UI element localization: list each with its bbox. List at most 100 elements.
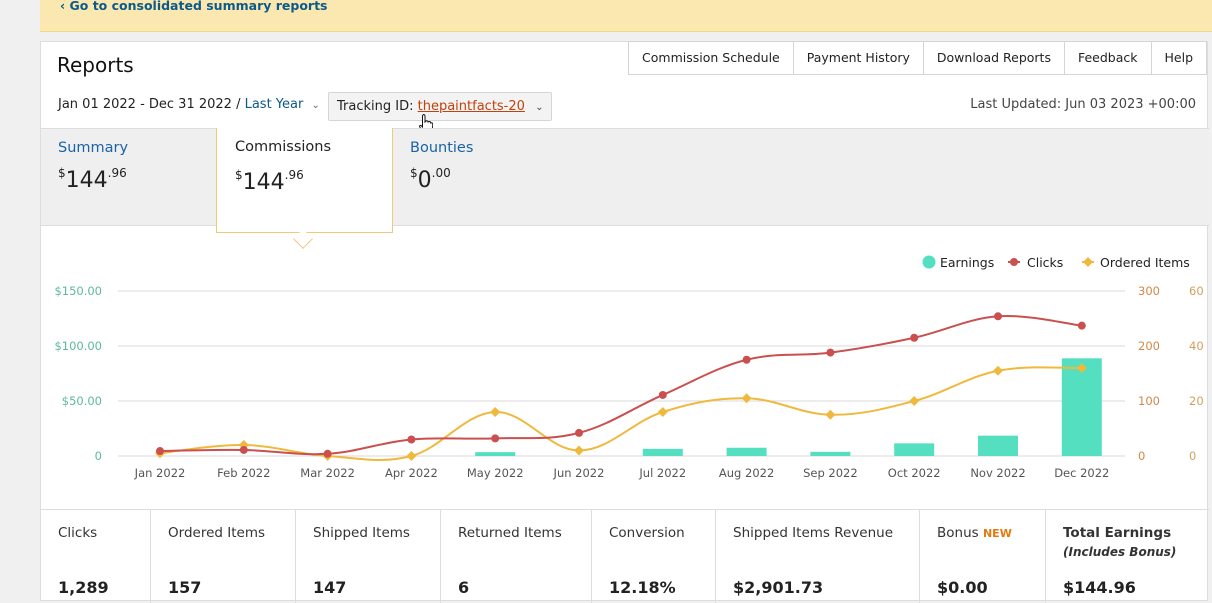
summary-value: $144.96 bbox=[58, 166, 128, 193]
bonus-label: Bonus bbox=[937, 525, 979, 541]
bounties-value: $0.00 bbox=[410, 166, 473, 193]
legend-clicks-label: Clicks bbox=[1027, 255, 1063, 270]
x-tick-label: Aug 2022 bbox=[719, 466, 774, 480]
x-tick-label: Oct 2022 bbox=[888, 466, 941, 480]
stat-bonus: Bonus NEW $0.00 bbox=[920, 510, 1046, 603]
ordered-items-line bbox=[159, 366, 1082, 461]
stat-value: 147 bbox=[313, 578, 347, 597]
ordered-items-point bbox=[657, 407, 668, 417]
stats-row: Clicks 1,289 Ordered Items 157 Shipped I… bbox=[41, 509, 1209, 603]
value-cents: .96 bbox=[107, 166, 127, 180]
tab-commission-schedule[interactable]: Commission Schedule bbox=[628, 41, 793, 75]
last-updated: Last Updated: Jun 03 2023 +00:00 bbox=[970, 97, 1196, 112]
legend-items-label: Ordered Items bbox=[1100, 255, 1190, 270]
currency-symbol: $ bbox=[58, 166, 66, 180]
value-whole: 0 bbox=[417, 168, 432, 193]
x-tick-label: Apr 2022 bbox=[385, 466, 438, 480]
value-cents: .96 bbox=[284, 168, 304, 182]
x-tick-label: Jan 2022 bbox=[134, 466, 186, 480]
x-tick-label: Jul 2022 bbox=[638, 466, 686, 480]
tracking-id-dropdown[interactable]: Tracking ID: thepaintfacts-20 ⌄ bbox=[328, 92, 553, 121]
earnings-bar bbox=[475, 452, 516, 456]
clicks-point bbox=[156, 447, 164, 456]
stat-returned-items: Returned Items 6 bbox=[441, 510, 592, 603]
tab-feedback[interactable]: Feedback bbox=[1063, 41, 1151, 75]
stat-label: Clicks bbox=[58, 525, 98, 541]
stat-value: 12.18% bbox=[609, 578, 676, 597]
chart-grid bbox=[118, 290, 1125, 457]
stat-total-earnings: Total Earnings (Includes Bonus) $144.96 bbox=[1046, 510, 1209, 603]
tab-help[interactable]: Help bbox=[1150, 41, 1207, 75]
date-range-text: Jan 01 2022 - Dec 31 2022 / bbox=[58, 97, 241, 112]
summary-tab-label[interactable]: Summary bbox=[58, 140, 129, 156]
period-selector[interactable]: Last Year bbox=[244, 97, 304, 112]
commissions-tab-label[interactable]: Commissions bbox=[235, 139, 332, 155]
consolidated-banner: ‹ Go to consolidated summary reports bbox=[40, 0, 1212, 32]
stat-label: Shipped Items bbox=[313, 525, 410, 541]
clicks-point bbox=[826, 348, 835, 357]
stat-value: $144.96 bbox=[1063, 578, 1136, 597]
earnings-bar bbox=[1061, 358, 1102, 456]
commissions-tab[interactable]: Commissions $144.96 bbox=[216, 128, 393, 233]
tracking-id-value[interactable]: thepaintfacts-20 bbox=[417, 99, 525, 114]
stat-label: Ordered Items bbox=[168, 525, 265, 541]
chart-lines bbox=[155, 312, 1087, 461]
tab-payment-history[interactable]: Payment History bbox=[792, 41, 923, 75]
earnings-bars bbox=[475, 358, 1102, 456]
x-tick-label: May 2022 bbox=[467, 466, 524, 480]
ordered-items-point bbox=[741, 393, 752, 404]
ordered-items-point bbox=[490, 407, 501, 417]
bounties-tab-label[interactable]: Bounties bbox=[410, 140, 474, 156]
tracking-id-label: Tracking ID: bbox=[337, 99, 414, 114]
y-right-clicks-tick: 300 bbox=[1138, 284, 1160, 298]
clicks-point bbox=[407, 435, 416, 444]
earnings-bar bbox=[642, 448, 683, 456]
legend-items-marker bbox=[1083, 257, 1093, 267]
ordered-items-point bbox=[909, 396, 920, 406]
y-right-items-tick: 0 bbox=[1189, 449, 1196, 463]
earnings-bar bbox=[894, 443, 935, 456]
x-tick-label: Mar 2022 bbox=[300, 466, 355, 480]
consolidated-reports-link[interactable]: ‹ Go to consolidated summary reports bbox=[60, 0, 328, 13]
tab-download-reports[interactable]: Download Reports bbox=[922, 41, 1064, 75]
y-right-items-tick: 60 bbox=[1189, 284, 1204, 298]
chart-legend: Earnings Clicks Ordered Items bbox=[922, 255, 1190, 270]
ordered-items-point bbox=[993, 365, 1003, 376]
stat-value: 6 bbox=[458, 578, 470, 597]
clicks-point bbox=[658, 390, 667, 399]
earnings-bar bbox=[810, 451, 851, 456]
stat-value: 157 bbox=[168, 578, 202, 597]
x-tick-label: Feb 2022 bbox=[217, 466, 270, 480]
chevron-down-icon[interactable]: ⌄ bbox=[311, 100, 320, 111]
ordered-items-point bbox=[574, 445, 584, 456]
earnings-bar bbox=[978, 435, 1018, 456]
y-right-clicks-tick: 0 bbox=[1138, 449, 1145, 463]
stat-label: Bonus NEW bbox=[937, 525, 1012, 541]
stat-label: Conversion bbox=[609, 525, 685, 541]
header-tabs: Commission Schedule Payment History Down… bbox=[628, 41, 1207, 75]
x-tick-label: Dec 2022 bbox=[1054, 466, 1109, 480]
clicks-point bbox=[742, 355, 751, 364]
value-whole: 144 bbox=[242, 170, 285, 195]
chevron-down-icon[interactable]: ⌄ bbox=[535, 102, 544, 113]
summary-tab[interactable]: Summary $144.96 bbox=[58, 140, 128, 193]
y-left-tick: $50.00 bbox=[62, 394, 102, 408]
clicks-point bbox=[575, 428, 583, 437]
y-right-items-tick: 40 bbox=[1189, 339, 1204, 353]
bounties-tab[interactable]: Bounties $0.00 bbox=[410, 140, 473, 193]
value-whole: 144 bbox=[65, 168, 108, 193]
earnings-bar bbox=[726, 447, 767, 456]
stat-value: $2,901.73 bbox=[733, 578, 824, 597]
stat-shipped-revenue: Shipped Items Revenue $2,901.73 bbox=[716, 510, 920, 603]
total-label: Total Earnings bbox=[1063, 525, 1172, 541]
y-left-tick: $150.00 bbox=[54, 284, 102, 298]
clicks-point bbox=[239, 445, 248, 454]
y-left-tick: $100.00 bbox=[54, 339, 102, 353]
currency-symbol: $ bbox=[235, 168, 243, 182]
page-title: Reports bbox=[57, 53, 134, 77]
clicks-point bbox=[994, 312, 1002, 321]
x-tick-label: Sep 2022 bbox=[803, 466, 858, 480]
chart-labels: $150.00 300 60$100.00 200 40$50.00 100 200 0 0Ja… bbox=[54, 284, 1203, 480]
y-left-tick: 0 bbox=[95, 449, 102, 463]
stat-label: Shipped Items Revenue bbox=[733, 525, 894, 541]
